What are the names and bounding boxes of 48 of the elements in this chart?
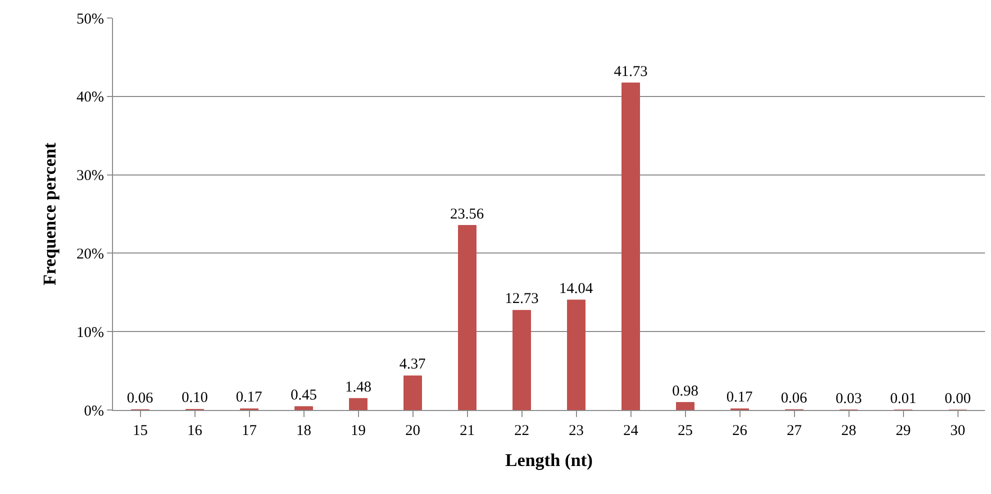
x-tick-label: 21	[460, 423, 475, 439]
bar	[567, 300, 586, 410]
y-tick-label: 0%	[84, 403, 104, 420]
x-tick-label: 19	[350, 423, 366, 439]
data-label: 4.37	[399, 356, 426, 373]
x-axis-title: Length (nt)	[505, 450, 593, 470]
bar	[622, 82, 640, 410]
data-label: 0.06	[780, 390, 808, 407]
x-tick-label: 27	[786, 423, 802, 439]
data-label: 0.17	[726, 390, 754, 406]
data-label: 0.17	[236, 390, 263, 406]
data-label: 0.01	[890, 390, 916, 407]
x-tick-label: 22	[514, 423, 530, 439]
data-label: 1.48	[345, 379, 372, 396]
y-tick-label: 10%	[76, 324, 104, 341]
y-tick-label: 40%	[76, 90, 104, 106]
data-label: 0.00	[944, 391, 971, 407]
x-tick-label: 17	[242, 423, 258, 439]
y-tick-label: 50%	[76, 11, 104, 28]
bar	[512, 310, 531, 410]
data-label: 0.45	[290, 387, 317, 404]
data-label: 0.98	[672, 383, 698, 400]
x-tick-label: 24	[623, 423, 639, 439]
data-label: 23.56	[450, 206, 484, 222]
data-label: 12.73	[504, 291, 539, 308]
data-label: 0.10	[182, 390, 208, 406]
y-axis-title: Frequence percent	[40, 142, 60, 286]
x-tick-label: 18	[296, 423, 312, 439]
x-tick-label: 29	[896, 423, 911, 439]
bar	[294, 406, 313, 410]
x-tick-label: 20	[405, 423, 420, 439]
x-tick-label: 15	[132, 423, 148, 439]
x-tick-label: 25	[678, 423, 693, 439]
data-label: 41.73	[614, 64, 648, 80]
data-label: 0.06	[126, 390, 154, 407]
x-tick-label: 16	[187, 423, 203, 439]
x-tick-label: 30	[950, 423, 966, 439]
y-tick-label: 20%	[76, 246, 104, 262]
data-label: 0.03	[836, 390, 862, 407]
x-tick-label: 26	[732, 423, 748, 439]
data-label: 14.04	[559, 280, 594, 297]
bar	[458, 225, 476, 410]
y-tick-label: 30%	[76, 168, 104, 184]
x-tick-label: 28	[841, 423, 856, 439]
x-tick-label: 23	[568, 423, 584, 439]
bar	[676, 402, 694, 410]
bar	[404, 375, 422, 410]
bar	[349, 398, 368, 410]
